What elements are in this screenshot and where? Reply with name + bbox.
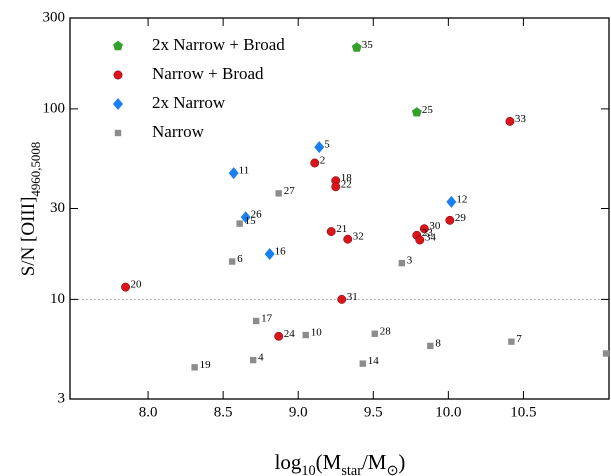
point (302, 331, 309, 339)
point (351, 42, 362, 52)
point-label: 2 (320, 155, 326, 167)
point (236, 220, 243, 227)
label-part: log (275, 450, 302, 474)
x-tick-label: 8.0 (139, 404, 158, 420)
point (274, 331, 284, 341)
point (252, 317, 260, 325)
legend-marker (113, 70, 123, 80)
point (419, 224, 429, 234)
point (508, 338, 515, 345)
legend-label: Narrow (152, 122, 205, 141)
x-tick-label: 8.5 (214, 404, 233, 420)
label-part: (M (316, 450, 342, 474)
point (275, 190, 282, 197)
point (228, 258, 236, 265)
point (326, 227, 336, 237)
point-label: 34 (425, 232, 437, 244)
point-label: 23 (422, 227, 434, 239)
point-label: 3 (407, 255, 413, 267)
point (310, 158, 320, 168)
point (228, 167, 239, 180)
point (191, 364, 198, 371)
point-label: 20 (131, 279, 143, 291)
point (445, 215, 455, 225)
point (121, 282, 131, 292)
point (411, 107, 422, 117)
point (398, 259, 406, 267)
point-label: 24 (284, 328, 296, 340)
point (359, 360, 366, 367)
legend-marker (113, 98, 123, 110)
label-subscript: star (341, 463, 362, 476)
point-label: 33 (515, 113, 527, 125)
point (343, 234, 353, 244)
legend-marker (113, 40, 123, 51)
point-label: 12 (456, 193, 467, 205)
point-label: 25 (422, 104, 434, 116)
point (427, 342, 434, 350)
point-label: 19 (200, 359, 212, 371)
point-label: 4 (258, 352, 264, 364)
legend-label: 2x Narrow + Broad (152, 35, 285, 54)
point-label: 15 (245, 215, 257, 227)
y-tick-label: 300 (43, 9, 66, 25)
point (505, 116, 515, 126)
point (331, 182, 341, 192)
point (264, 248, 275, 261)
point-label: 35 (362, 39, 374, 51)
point-label: 7 (516, 333, 522, 345)
y-axis-label: S/N [OIII]4960,5008 (18, 142, 43, 277)
legend-label: 2x Narrow (152, 93, 226, 112)
point-label: 11 (239, 165, 250, 177)
y-tick-label: 3 (58, 390, 66, 406)
point-label: 18 (341, 172, 353, 184)
point-label: 17 (261, 313, 273, 325)
point (249, 356, 257, 364)
point (371, 330, 378, 337)
point-label: 5 (324, 139, 330, 151)
point-label: 21 (336, 223, 347, 235)
x-tick-label: 9.5 (364, 404, 383, 420)
label-subscript: 4960,5008 (28, 142, 43, 197)
point-label: 29 (455, 212, 467, 224)
label-part: ) (398, 450, 405, 474)
x-tick-label: 10.5 (510, 404, 536, 420)
label-part: /M (362, 450, 387, 474)
legend-label: Narrow + Broad (152, 64, 264, 83)
point-label: 8 (435, 337, 441, 349)
point (337, 294, 347, 304)
point-label: 6 (237, 253, 243, 265)
point (415, 235, 425, 245)
x-axis-label: log10(Mstar/M⊙) (275, 450, 406, 476)
point-label: 27 (284, 185, 296, 197)
point-label: 26 (251, 209, 263, 221)
x-tick-label: 9.0 (289, 404, 308, 420)
point (602, 350, 610, 357)
legend-marker (114, 129, 122, 137)
label-subscript: 10 (301, 463, 315, 476)
point-label: 14 (368, 355, 380, 367)
point-label: 31 (347, 291, 358, 303)
point-label: 16 (275, 246, 287, 258)
point-label: 32 (353, 231, 364, 243)
y-tick-label: 30 (50, 200, 65, 216)
y-tick-label: 10 (50, 291, 65, 307)
point-label: 10 (311, 327, 323, 339)
point (314, 141, 325, 154)
point-label: 28 (380, 325, 392, 337)
label-subscript: ⊙ (386, 463, 398, 476)
plot-frame (69, 17, 610, 400)
x-tick-label: 10.0 (435, 404, 461, 420)
y-tick-label: 100 (43, 100, 66, 116)
label-part: S/N [OIII] (18, 197, 39, 277)
point-label: 30 (429, 220, 441, 232)
point-label: 22 (341, 178, 352, 190)
point (240, 211, 251, 224)
point (446, 195, 457, 208)
